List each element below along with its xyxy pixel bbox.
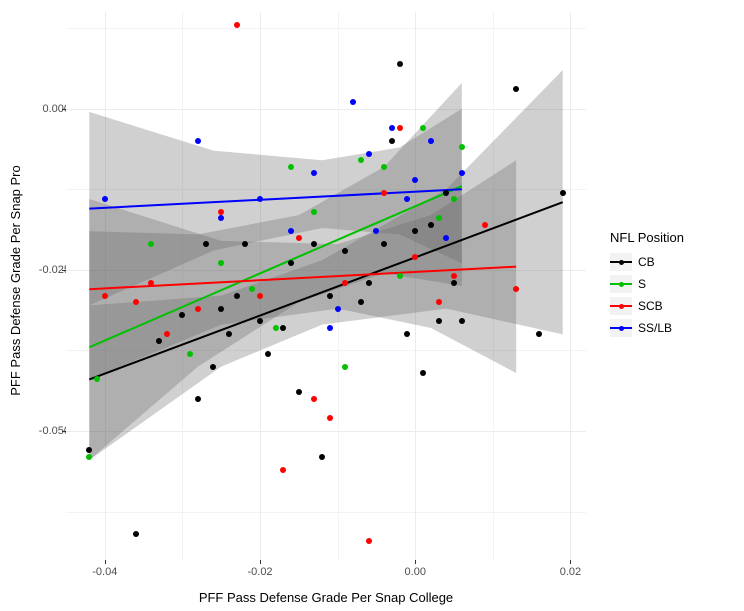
scatter-point xyxy=(397,125,403,131)
legend-point-icon xyxy=(619,260,624,265)
x-tick-mark xyxy=(570,560,571,564)
scatter-point xyxy=(319,454,325,460)
scatter-point xyxy=(366,538,372,544)
scatter-point xyxy=(420,370,426,376)
y-tick-label: -0.025 xyxy=(10,264,70,276)
scatter-point xyxy=(203,241,209,247)
legend-item-cb: CB xyxy=(610,251,684,273)
y-axis-title: PFF Pass Defense Grade Per Snap Pro xyxy=(6,0,24,560)
legend-key-icon xyxy=(610,253,632,271)
scatter-point xyxy=(436,215,442,221)
scatter-point xyxy=(451,280,457,286)
scatter-point xyxy=(327,325,333,331)
scatter-point xyxy=(389,138,395,144)
scatter-point xyxy=(265,351,271,357)
scatter-point xyxy=(443,235,449,241)
scatter-point xyxy=(187,351,193,357)
x-tick-label: 0.02 xyxy=(560,566,581,578)
x-tick-mark xyxy=(105,560,106,564)
scatter-point xyxy=(288,164,294,170)
x-tick-label: -0.02 xyxy=(247,566,272,578)
scatter-point xyxy=(342,364,348,370)
scatter-point xyxy=(389,125,395,131)
y-tick-label: -0.050 xyxy=(10,425,70,437)
legend-key-icon xyxy=(610,297,632,315)
scatter-point xyxy=(428,222,434,228)
fit-line-cb xyxy=(89,202,562,379)
scatter-point xyxy=(327,415,333,421)
scatter-point xyxy=(327,293,333,299)
scatter-point xyxy=(482,222,488,228)
x-tick-label: 0.00 xyxy=(405,566,426,578)
scatter-point xyxy=(342,248,348,254)
y-tick-label: 0.000 xyxy=(10,103,70,115)
legend-item-s: S xyxy=(610,273,684,295)
scatter-point xyxy=(218,306,224,312)
scatter-point xyxy=(273,325,279,331)
legend-item-sslb: SS/LB xyxy=(610,317,684,339)
legend-label: S xyxy=(638,277,646,291)
plot-column: PFF Pass Defense Grade Per Snap Pro PFF … xyxy=(0,0,600,611)
legend-point-icon xyxy=(619,326,624,331)
chart-container: PFF Pass Defense Grade Per Snap Pro PFF … xyxy=(0,0,744,611)
scatter-point xyxy=(366,151,372,157)
scatter-point xyxy=(234,22,240,28)
scatter-point xyxy=(296,235,302,241)
scatter-point xyxy=(257,293,263,299)
scatter-point xyxy=(366,280,372,286)
scatter-point xyxy=(234,293,240,299)
y-axis-title-text: PFF Pass Defense Grade Per Snap Pro xyxy=(8,165,23,396)
fit-line-s xyxy=(89,186,462,347)
legend: NFL Position CB S SCB SS/LB xyxy=(610,230,684,339)
legend-title: NFL Position xyxy=(610,230,684,245)
scatter-point xyxy=(451,196,457,202)
legend-point-icon xyxy=(619,304,624,309)
scatter-point xyxy=(412,177,418,183)
scatter-point xyxy=(428,138,434,144)
scatter-point xyxy=(195,138,201,144)
scatter-point xyxy=(257,196,263,202)
legend-column: NFL Position CB S SCB SS/LB xyxy=(600,0,744,611)
legend-item-scb: SCB xyxy=(610,295,684,317)
scatter-point xyxy=(420,125,426,131)
scatter-point xyxy=(436,299,442,305)
legend-items: CB S SCB SS/LB xyxy=(610,251,684,339)
x-tick-mark xyxy=(415,560,416,564)
legend-label: SS/LB xyxy=(638,321,672,335)
scatter-point xyxy=(381,190,387,196)
scatter-point xyxy=(195,306,201,312)
legend-key-icon xyxy=(610,319,632,337)
scatter-point xyxy=(242,241,248,247)
legend-label: CB xyxy=(638,255,655,269)
scatter-point xyxy=(335,306,341,312)
scatter-point xyxy=(381,164,387,170)
scatter-point xyxy=(133,299,139,305)
scatter-point xyxy=(358,299,364,305)
scatter-point xyxy=(156,338,162,344)
scatter-point xyxy=(102,293,108,299)
plot-panel xyxy=(66,12,586,560)
regression-lines xyxy=(66,12,586,560)
scatter-point xyxy=(443,190,449,196)
scatter-point xyxy=(560,190,566,196)
x-tick-label: -0.04 xyxy=(92,566,117,578)
scatter-point xyxy=(397,61,403,67)
x-tick-mark xyxy=(260,560,261,564)
legend-point-icon xyxy=(619,282,624,287)
x-axis-title: PFF Pass Defense Grade Per Snap College xyxy=(66,590,586,605)
scatter-point xyxy=(195,396,201,402)
legend-key-icon xyxy=(610,275,632,293)
scatter-point xyxy=(459,170,465,176)
scatter-point xyxy=(102,196,108,202)
legend-label: SCB xyxy=(638,299,663,313)
